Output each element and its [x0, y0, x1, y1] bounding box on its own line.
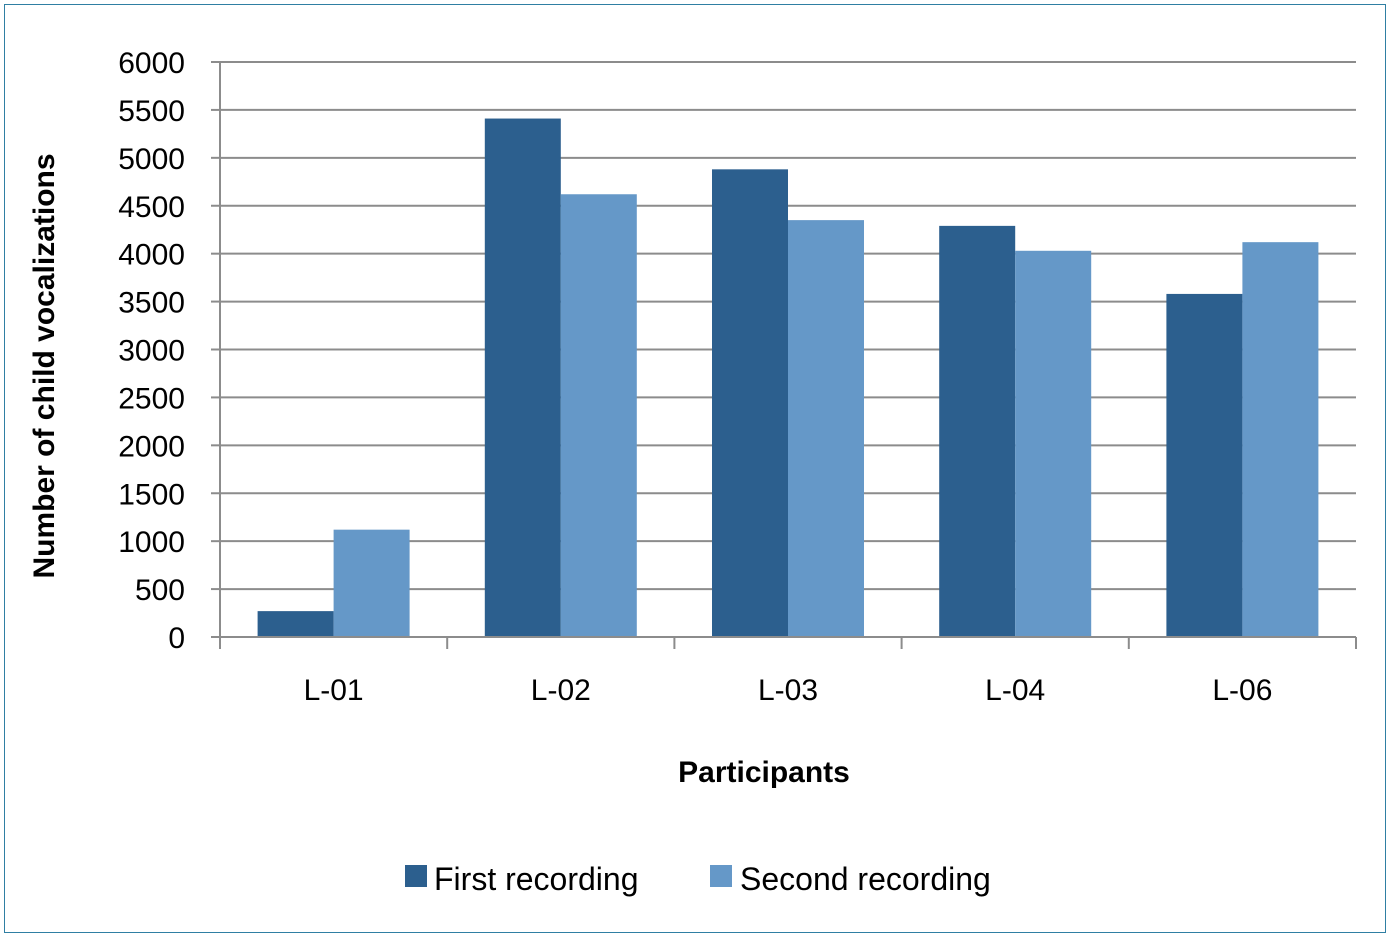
y-axis-title: Number of child vocalizations [28, 153, 61, 578]
y-tick-label: 500 [135, 574, 185, 607]
bar-first-recording-l-02 [484, 118, 561, 637]
bar-first-recording-l-06 [1166, 293, 1243, 637]
legend: First recording Second recording [405, 861, 991, 897]
y-tick-label: 2000 [118, 430, 185, 463]
y-tick-label: 1500 [118, 478, 185, 511]
bar-second-recording-l-01 [333, 529, 410, 637]
y-tick-label: 1000 [118, 526, 185, 559]
x-tick-label: L-03 [758, 674, 818, 707]
y-tick-label: 0 [168, 622, 185, 655]
y-tick-label: 4000 [118, 239, 185, 272]
bar-second-recording-l-06 [1242, 242, 1319, 637]
legend-label-first-recording: First recording [434, 861, 639, 897]
axes [211, 61, 1357, 649]
x-tick-label: L-04 [985, 674, 1045, 707]
y-tick-labels: 0 500 1000 1500 2000 2500 3000 3500 4000 4500 5000… [118, 47, 185, 655]
x-tick-labels: L-01 L-02 L-03 L-04 L-06 [304, 674, 1273, 707]
bar-first-recording-l-01 [257, 611, 334, 637]
y-tick-label: 3000 [118, 335, 185, 368]
legend-swatch-second-recording [710, 865, 732, 887]
y-tick-label: 2500 [118, 382, 185, 415]
y-tick-label: 5500 [118, 95, 185, 128]
x-tick-label: L-02 [531, 674, 591, 707]
x-tick-label: L-01 [304, 674, 364, 707]
legend-label-second-recording: Second recording [740, 861, 991, 897]
y-tick-label: 3500 [118, 287, 185, 320]
y-tick-label: 5000 [118, 143, 185, 176]
bar-second-recording-l-02 [560, 194, 637, 637]
bar-second-recording-l-03 [788, 220, 864, 637]
y-tick-label: 4500 [118, 191, 185, 224]
bar-first-recording-l-04 [939, 225, 1016, 637]
bar-first-recording-l-03 [712, 169, 788, 638]
x-axis-title: Participants [678, 756, 850, 789]
y-tick-label: 6000 [118, 47, 185, 80]
x-tick-label: L-06 [1212, 674, 1272, 707]
bar-second-recording-l-04 [1015, 250, 1092, 637]
legend-swatch-first-recording [405, 865, 427, 887]
bars [257, 118, 1319, 638]
